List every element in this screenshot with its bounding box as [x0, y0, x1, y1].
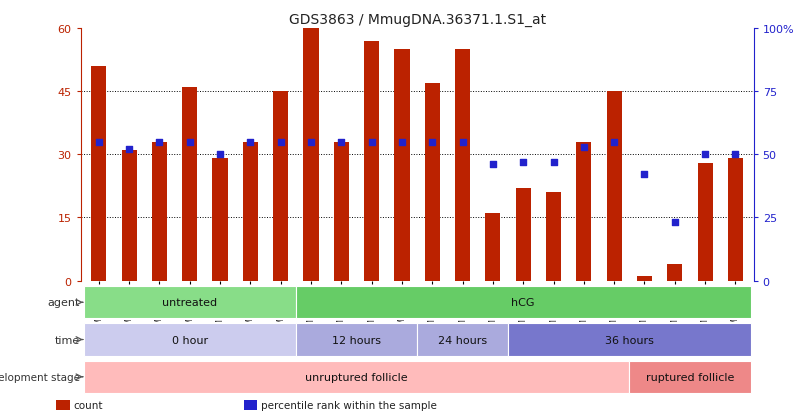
- Point: [334, 139, 347, 145]
- Text: untreated: untreated: [162, 297, 218, 308]
- Text: 24 hours: 24 hours: [438, 335, 487, 345]
- Point: [214, 152, 226, 158]
- Bar: [303, 29, 318, 281]
- Bar: [182, 88, 197, 281]
- FancyBboxPatch shape: [84, 286, 296, 319]
- Point: [668, 220, 681, 226]
- Point: [517, 159, 530, 166]
- Bar: [56, 400, 70, 410]
- Bar: [485, 214, 501, 281]
- Bar: [576, 142, 592, 281]
- Text: percentile rank within the sample: percentile rank within the sample: [261, 400, 437, 410]
- Point: [547, 159, 560, 166]
- Point: [365, 139, 378, 145]
- Bar: [364, 41, 379, 281]
- FancyBboxPatch shape: [418, 323, 508, 356]
- Text: 36 hours: 36 hours: [604, 335, 654, 345]
- Bar: [273, 92, 289, 281]
- Text: count: count: [73, 400, 103, 410]
- Bar: [425, 83, 440, 281]
- Point: [638, 172, 651, 178]
- Bar: [607, 92, 621, 281]
- Point: [426, 139, 438, 145]
- Point: [123, 147, 135, 153]
- Point: [305, 139, 318, 145]
- Bar: [213, 159, 227, 281]
- Bar: [637, 277, 652, 281]
- FancyBboxPatch shape: [84, 361, 629, 393]
- Point: [396, 139, 409, 145]
- FancyBboxPatch shape: [508, 323, 750, 356]
- FancyBboxPatch shape: [629, 361, 750, 393]
- Bar: [728, 159, 743, 281]
- Text: agent: agent: [48, 297, 80, 308]
- Bar: [667, 264, 683, 281]
- Point: [608, 139, 621, 145]
- Point: [487, 161, 500, 168]
- Bar: [243, 142, 258, 281]
- Text: hCG: hCG: [512, 297, 535, 308]
- Text: development stage: development stage: [0, 372, 80, 382]
- FancyBboxPatch shape: [296, 286, 750, 319]
- Point: [153, 139, 166, 145]
- Point: [274, 139, 287, 145]
- Point: [244, 139, 257, 145]
- Text: time: time: [55, 335, 80, 345]
- Title: GDS3863 / MmugDNA.36371.1.S1_at: GDS3863 / MmugDNA.36371.1.S1_at: [289, 12, 546, 26]
- Text: ruptured follicle: ruptured follicle: [646, 372, 734, 382]
- FancyBboxPatch shape: [84, 323, 296, 356]
- Bar: [334, 142, 349, 281]
- Bar: [516, 188, 531, 281]
- Bar: [152, 142, 167, 281]
- Bar: [122, 151, 137, 281]
- Bar: [394, 50, 409, 281]
- Point: [183, 139, 196, 145]
- Point: [699, 152, 712, 158]
- Bar: [697, 163, 713, 281]
- Bar: [244, 400, 257, 410]
- FancyBboxPatch shape: [296, 323, 418, 356]
- Point: [577, 144, 590, 151]
- Text: 0 hour: 0 hour: [172, 335, 208, 345]
- Text: 12 hours: 12 hours: [332, 335, 381, 345]
- Bar: [91, 66, 106, 281]
- Bar: [455, 50, 470, 281]
- Point: [456, 139, 469, 145]
- Point: [729, 152, 742, 158]
- Text: unruptured follicle: unruptured follicle: [305, 372, 408, 382]
- Point: [93, 139, 106, 145]
- Bar: [546, 192, 561, 281]
